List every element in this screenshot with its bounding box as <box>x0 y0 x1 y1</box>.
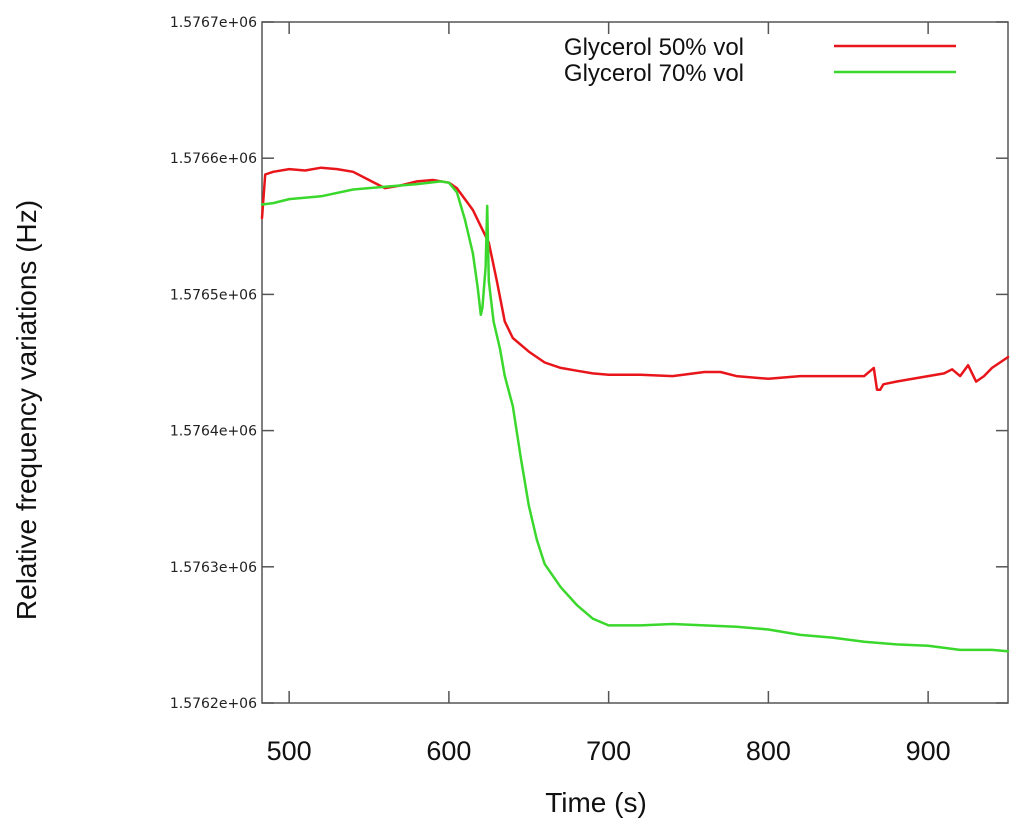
series-line-glycerol-50-vol <box>260 166 1010 391</box>
y-tick-label: 1.5763e+06 <box>170 560 257 576</box>
axis-ticks: 1.5762e+06 1.5763e+06 1.5764e+06 1.5765e+06… <box>170 15 1008 766</box>
x-tick-label: 700 <box>586 736 631 766</box>
y-axis-label: Relative frequency variations (Hz) <box>11 200 42 620</box>
legend-label-glycerol-70-vol: Glycerol 70% vol <box>564 60 744 87</box>
y-tick-label: 1.5762e+06 <box>170 696 257 712</box>
x-tick-label: 800 <box>746 736 791 766</box>
x-axis-label: Time (s) <box>545 787 647 818</box>
y-tick-label: 1.5766e+06 <box>170 151 257 167</box>
plot-frame <box>261 21 1009 704</box>
y-tick-label: 1.5764e+06 <box>170 424 257 440</box>
y-tick-label: 1.5765e+06 <box>170 287 257 303</box>
x-tick-label: 600 <box>426 736 471 766</box>
x-tick-label: 500 <box>267 736 312 766</box>
x-tick-label: 900 <box>906 736 951 766</box>
legend-label-glycerol-50-vol: Glycerol 50% vol <box>564 34 744 61</box>
series-layer <box>260 166 1010 653</box>
y-tick-label: 1.5767e+06 <box>170 15 257 31</box>
series-line-glycerol-70-vol <box>260 180 1010 653</box>
